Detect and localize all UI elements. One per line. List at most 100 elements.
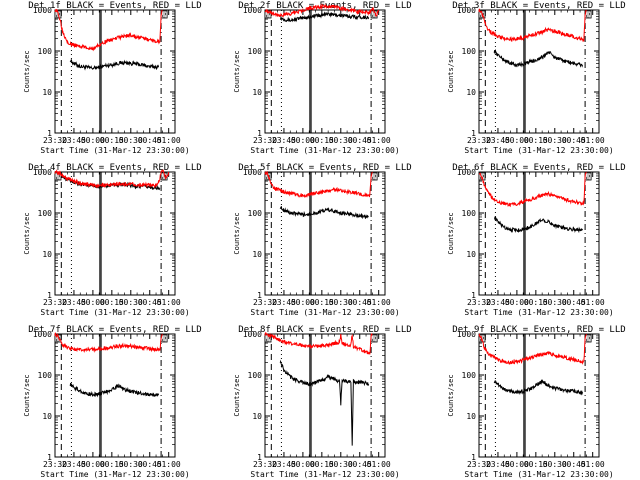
x-axis-label: Start Time (31-Mar-12 23:30:00) <box>40 308 189 317</box>
y-tick-label: 1000 <box>243 330 262 339</box>
flag-glyph <box>162 12 166 18</box>
x-tick-label: 00:00 <box>81 298 105 307</box>
x-tick-label: 00:30 <box>329 460 353 469</box>
y-axis-label: Counts/sec <box>23 374 31 416</box>
flag-marker-icon <box>478 172 486 181</box>
y-axis-label: Counts/sec <box>233 374 241 416</box>
x-tick-label: 00:00 <box>291 136 315 145</box>
x-tick-label: 00:30 <box>543 460 567 469</box>
x-tick-label: 23:30 <box>43 460 67 469</box>
lld-series-line <box>264 331 373 355</box>
lld-series-line <box>478 333 587 365</box>
x-tick-label: 01:00 <box>157 298 181 307</box>
panel-3f: Det 3f BLACK = Events, RED = LLD 1 10 100 10… <box>447 1 626 155</box>
plot-frame <box>54 333 176 458</box>
x-tick-label: 00:15 <box>524 136 548 145</box>
y-tick-label: 100 <box>248 47 263 56</box>
y-axis-label: Counts/sec <box>23 50 31 92</box>
x-tick-label: 01:00 <box>367 460 391 469</box>
y-tick-label: 10 <box>42 88 52 97</box>
y-tick-label: 10 <box>252 412 262 421</box>
x-axis-label: Start Time (31-Mar-12 23:30:00) <box>250 308 399 317</box>
panel-7f: Det 7f BLACK = Events, RED = LLD 1 10 100 10… <box>23 325 202 479</box>
saa-box-marker <box>523 333 526 458</box>
flag-glyph <box>372 174 376 180</box>
x-tick-label: 00:15 <box>100 460 124 469</box>
panel-title: Det 4f BLACK = Events, RED = LLD <box>28 163 201 173</box>
x-tick-label: 23:30 <box>253 298 277 307</box>
y-tick-label: 10 <box>42 412 52 421</box>
panel-4f: Det 4f BLACK = Events, RED = LLD 1 10 100 10… <box>23 163 202 317</box>
y-tick-label: 100 <box>462 371 477 380</box>
y-tick-label: 100 <box>248 371 263 380</box>
x-tick-label: 23:45 <box>486 298 510 307</box>
x-tick-label: 00:45 <box>348 136 372 145</box>
panel-title: Det 6f BLACK = Events, RED = LLD <box>452 163 625 173</box>
y-tick-label: 1 <box>257 129 262 138</box>
panel-title: Det 9f BLACK = Events, RED = LLD <box>452 325 625 335</box>
x-axis-label: Start Time (31-Mar-12 23:30:00) <box>464 146 613 155</box>
saa-box-marker <box>309 9 312 134</box>
lld-series-line <box>264 3 380 18</box>
y-tick-label: 10 <box>42 250 52 259</box>
y-tick-label: 1000 <box>457 330 476 339</box>
events-series-line <box>493 48 584 68</box>
panel-title: Det 8f BLACK = Events, RED = LLD <box>238 325 411 335</box>
y-axis-label: Counts/sec <box>447 374 455 416</box>
panel-title: Det 7f BLACK = Events, RED = LLD <box>28 325 201 335</box>
y-axis-label: Counts/sec <box>447 50 455 92</box>
x-tick-label: 00:00 <box>81 460 105 469</box>
events-series-line <box>279 359 370 446</box>
events-series-line <box>279 206 369 220</box>
flag-glyph <box>586 174 590 180</box>
y-tick-label: 100 <box>38 371 53 380</box>
x-tick-label: 23:30 <box>43 136 67 145</box>
x-tick-label: 23:30 <box>467 136 491 145</box>
y-axis-label: Counts/sec <box>233 50 241 92</box>
flag-glyph <box>266 174 270 180</box>
x-tick-label: 23:30 <box>467 460 491 469</box>
x-tick-label: 00:30 <box>119 298 143 307</box>
y-tick-label: 1 <box>471 129 476 138</box>
y-tick-label: 100 <box>38 209 53 218</box>
y-tick-label: 10 <box>252 250 262 259</box>
x-tick-label: 01:00 <box>581 136 605 145</box>
x-tick-label: 00:15 <box>100 298 124 307</box>
x-axis-label: Start Time (31-Mar-12 23:30:00) <box>464 308 613 317</box>
x-tick-label: 01:00 <box>157 136 181 145</box>
x-tick-label: 00:15 <box>310 136 334 145</box>
x-tick-label: 23:30 <box>253 136 277 145</box>
y-tick-label: 1000 <box>33 168 52 177</box>
x-axis-label: Start Time (31-Mar-12 23:30:00) <box>250 470 399 479</box>
x-tick-label: 00:45 <box>348 298 372 307</box>
x-tick-label: 23:45 <box>486 460 510 469</box>
x-axis-label: Start Time (31-Mar-12 23:30:00) <box>250 146 399 155</box>
x-tick-label: 00:45 <box>138 136 162 145</box>
plot-frame <box>54 9 176 134</box>
flag-glyph <box>162 336 166 342</box>
events-series-line <box>493 216 584 234</box>
flag-glyph <box>586 12 590 18</box>
x-tick-label: 00:45 <box>348 460 372 469</box>
x-tick-label: 23:30 <box>43 298 67 307</box>
x-tick-label: 23:30 <box>253 460 277 469</box>
x-tick-label: 00:00 <box>505 298 529 307</box>
y-tick-label: 1000 <box>457 6 476 15</box>
x-tick-label: 00:00 <box>505 136 529 145</box>
x-tick-label: 00:15 <box>310 298 334 307</box>
x-tick-label: 00:45 <box>562 460 586 469</box>
lld-series-line <box>479 171 587 208</box>
panel-title: Det 3f BLACK = Events, RED = LLD <box>452 1 625 11</box>
y-axis-label: Counts/sec <box>23 212 31 254</box>
events-series-line <box>69 383 160 398</box>
x-tick-label: 00:00 <box>505 460 529 469</box>
x-tick-label: 01:00 <box>367 298 391 307</box>
y-tick-label: 1000 <box>33 330 52 339</box>
x-tick-label: 00:30 <box>329 298 353 307</box>
y-tick-label: 1 <box>47 129 52 138</box>
x-tick-label: 23:30 <box>467 298 491 307</box>
saa-box-marker <box>309 333 312 458</box>
x-tick-label: 00:15 <box>524 298 548 307</box>
x-tick-label: 00:15 <box>310 460 334 469</box>
